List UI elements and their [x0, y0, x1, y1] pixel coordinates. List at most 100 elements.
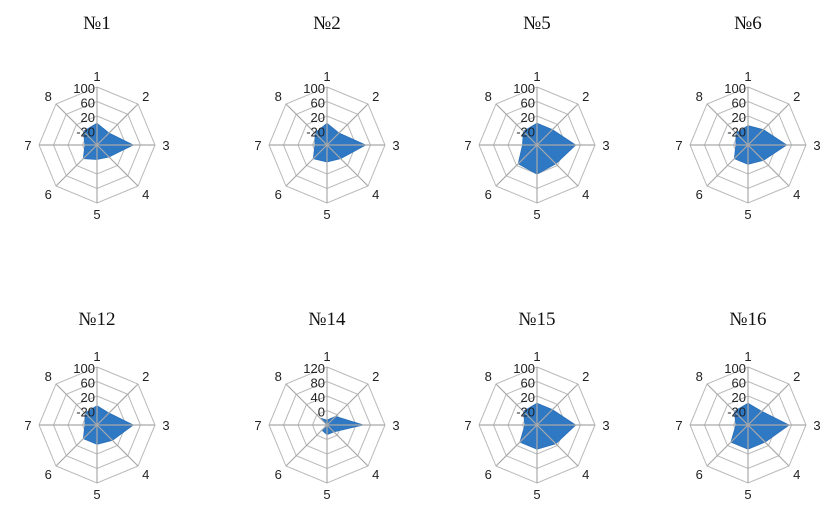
- category-label: 2: [142, 369, 149, 384]
- category-label: 5: [323, 207, 330, 222]
- axis-spoke: [96, 383, 139, 426]
- category-label: 2: [372, 89, 379, 104]
- axis-spoke: [55, 383, 98, 426]
- category-label: 8: [485, 89, 492, 104]
- category-label: 3: [392, 138, 399, 153]
- tick-label: -20: [516, 125, 535, 140]
- category-label: 7: [675, 418, 682, 433]
- tick-label: 100: [724, 81, 746, 96]
- tick-label: 100: [73, 81, 95, 96]
- axis-spoke: [326, 103, 369, 146]
- category-label: 4: [582, 187, 589, 202]
- category-label: 4: [582, 467, 589, 482]
- category-label: 6: [485, 467, 492, 482]
- category-label: 3: [602, 138, 609, 153]
- tick-label: -20: [306, 125, 325, 140]
- axis-spoke: [495, 144, 538, 187]
- category-label: 2: [793, 89, 800, 104]
- category-label: 3: [813, 138, 820, 153]
- category-label: 7: [24, 138, 31, 153]
- tick-label: 60: [81, 96, 95, 111]
- tick-label: 60: [732, 376, 746, 391]
- tick-label: 100: [513, 81, 535, 96]
- axis-spoke: [495, 103, 538, 146]
- tick-label: 100: [724, 361, 746, 376]
- chart-title: №16: [729, 309, 766, 330]
- axis-spoke: [326, 424, 369, 467]
- tick-label: 20: [81, 110, 95, 125]
- axis-spoke: [96, 103, 139, 146]
- category-label: 4: [793, 467, 800, 482]
- category-label: 8: [275, 89, 282, 104]
- axis-spoke: [747, 103, 790, 146]
- category-label: 5: [533, 207, 540, 222]
- axis-spoke: [96, 424, 139, 467]
- tick-label: 60: [521, 376, 535, 391]
- tick-label: 100: [73, 361, 95, 376]
- axis-spoke: [706, 383, 749, 426]
- axis-spoke: [747, 144, 790, 187]
- category-label: 4: [142, 187, 149, 202]
- category-label: 5: [93, 487, 100, 502]
- category-label: 1: [533, 69, 540, 84]
- axis-spoke: [747, 383, 790, 426]
- category-label: 4: [372, 467, 379, 482]
- axis-spoke: [536, 103, 579, 146]
- tick-label: 60: [81, 376, 95, 391]
- tick-label: 60: [521, 96, 535, 111]
- axis-spoke: [285, 383, 328, 426]
- category-label: 8: [485, 369, 492, 384]
- chart-title: №1: [83, 13, 111, 34]
- axis-spoke: [326, 383, 369, 426]
- tick-label: 60: [311, 96, 325, 111]
- category-label: 8: [45, 89, 52, 104]
- axis-spoke: [495, 383, 538, 426]
- tick-label: 20: [521, 110, 535, 125]
- axis-spoke: [285, 424, 328, 467]
- tick-label: -20: [76, 125, 95, 140]
- axis-spoke: [706, 424, 749, 467]
- chart-title: №6: [734, 13, 762, 34]
- tick-label: -20: [516, 405, 535, 420]
- axis-spoke: [96, 144, 139, 187]
- category-label: 6: [45, 187, 52, 202]
- category-label: 6: [696, 187, 703, 202]
- axis-spoke: [706, 144, 749, 187]
- chart-title: №14: [308, 309, 346, 330]
- chart-title: №2: [313, 13, 341, 34]
- category-label: 3: [813, 418, 820, 433]
- category-label: 6: [696, 467, 703, 482]
- tick-label: 100: [513, 361, 535, 376]
- category-label: 3: [162, 418, 169, 433]
- tick-label: -20: [727, 125, 746, 140]
- category-label: 1: [323, 349, 330, 364]
- chart-title: №15: [518, 309, 555, 330]
- category-label: 7: [254, 418, 261, 433]
- category-label: 2: [582, 89, 589, 104]
- category-label: 5: [744, 207, 751, 222]
- tick-label: 80: [311, 376, 325, 391]
- tick-label: 20: [311, 110, 325, 125]
- category-label: 2: [372, 369, 379, 384]
- category-label: 7: [464, 418, 471, 433]
- chart-title: №12: [78, 309, 115, 330]
- axis-spoke: [536, 144, 579, 187]
- tick-label: 120: [303, 361, 325, 376]
- tick-label: 20: [732, 390, 746, 405]
- category-label: 2: [142, 89, 149, 104]
- category-label: 1: [533, 349, 540, 364]
- category-label: 8: [45, 369, 52, 384]
- axis-spoke: [536, 383, 579, 426]
- category-label: 1: [323, 69, 330, 84]
- category-label: 2: [793, 369, 800, 384]
- category-label: 6: [45, 467, 52, 482]
- category-label: 4: [793, 187, 800, 202]
